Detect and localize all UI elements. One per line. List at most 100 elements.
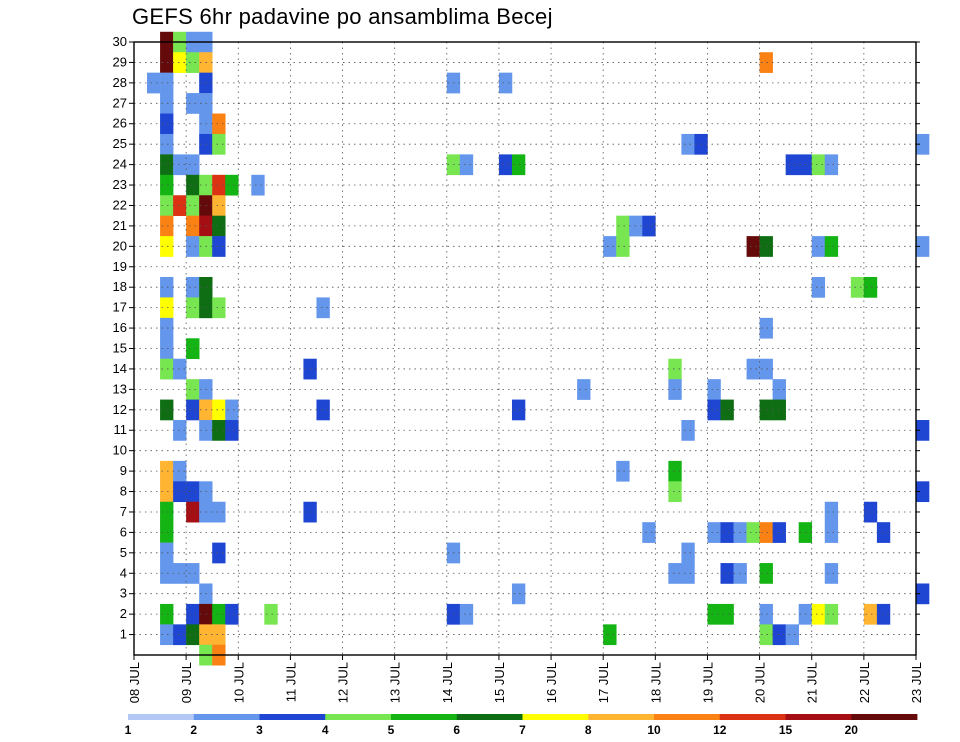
- heatmap-cell: [173, 460, 187, 482]
- colorbar-label: 3: [256, 723, 263, 737]
- heatmap-cell: [498, 72, 513, 94]
- y-tick-label: 2: [120, 606, 127, 621]
- y-tick-label: 18: [113, 279, 127, 294]
- x-tick-label: 19 JUL: [700, 662, 715, 703]
- heatmap-cell: [759, 563, 773, 584]
- heatmap-cell: [212, 542, 226, 564]
- heatmap-cell: [186, 195, 200, 216]
- heatmap-cell: [160, 195, 174, 216]
- heatmap-cell: [759, 399, 773, 421]
- heatmap-cell: [160, 522, 174, 543]
- heatmap-cell: [212, 297, 226, 319]
- colorbar-segment: [193, 714, 260, 720]
- x-tick-label: 09 JUL: [179, 662, 194, 703]
- y-tick-label: 7: [120, 504, 127, 519]
- heatmap-cell: [186, 215, 200, 237]
- heatmap-cell: [316, 297, 330, 319]
- colorbar-segment: [128, 714, 195, 720]
- x-tick-label: 23 JUL: [909, 662, 924, 703]
- y-tick-label: 24: [113, 157, 127, 172]
- heatmap-cell: [160, 563, 174, 584]
- heatmap-cell: [186, 174, 200, 196]
- heatmap-cell: [186, 399, 200, 421]
- heatmap-cell: [824, 563, 839, 584]
- heatmap-cell: [642, 215, 656, 237]
- heatmap-cell: [160, 501, 174, 523]
- chart-title: GEFS 6hr padavine po ansamblima Becej: [132, 4, 553, 29]
- heatmap-cell: [160, 52, 174, 73]
- heatmap-cell: [186, 276, 200, 298]
- heatmap-cell: [212, 174, 226, 196]
- heatmap-cell: [811, 603, 826, 625]
- heatmap-cell: [746, 358, 760, 380]
- heatmap-cell: [160, 542, 174, 564]
- heatmap-cell: [863, 603, 878, 625]
- heatmap-cell: [160, 317, 174, 339]
- heatmap-cell: [459, 603, 474, 625]
- heatmap-cell: [681, 420, 695, 441]
- heatmap-cell: [160, 481, 174, 503]
- heatmap-cell: [160, 174, 174, 196]
- heatmap-cell: [668, 358, 682, 380]
- y-tick-label: 19: [113, 259, 127, 274]
- colorbar-label: 1: [125, 723, 132, 737]
- heatmap-cell: [916, 133, 930, 155]
- y-tick-label: 6: [120, 524, 127, 539]
- heatmap-cell: [863, 501, 878, 523]
- y-tick-label: 20: [113, 238, 127, 253]
- x-tick-label: 18 JUL: [648, 662, 663, 703]
- y-tick-label: 4: [120, 565, 127, 580]
- heatmap-cell: [603, 236, 617, 257]
- heatmap-cell: [186, 297, 200, 319]
- y-tick-label: 9: [120, 463, 127, 478]
- heatmap-cell: [160, 603, 174, 625]
- heatmap-cell: [173, 154, 187, 176]
- x-tick-label: 20 JUL: [753, 662, 768, 703]
- heatmap-cell: [746, 522, 760, 543]
- y-tick-label: 21: [113, 218, 127, 233]
- heatmap-cell: [160, 133, 174, 155]
- y-tick-label: 29: [113, 54, 127, 69]
- heatmap-cell: [720, 603, 734, 625]
- heatmap-cell: [173, 420, 187, 441]
- y-tick-label: 28: [113, 75, 127, 90]
- heatmap-cell: [212, 420, 226, 441]
- y-tick-label: 26: [113, 116, 127, 131]
- heatmap-cell: [759, 236, 773, 257]
- heatmap-cell: [824, 603, 839, 625]
- heatmap-cell: [186, 154, 200, 176]
- heatmap-cell: [759, 624, 773, 646]
- x-tick-label: 17 JUL: [596, 662, 611, 703]
- colorbar-segment: [522, 714, 589, 720]
- heatmap-cell: [916, 420, 930, 441]
- colorbar-layer: 1 2 3 4 5 6 7 8 10 12 15 20: [125, 714, 918, 737]
- heatmap-cell: [316, 399, 330, 421]
- heatmap-cell: [160, 276, 174, 298]
- x-tick-label: 22 JUL: [857, 662, 872, 703]
- x-tick-label: 11 JUL: [283, 662, 298, 702]
- heatmap-cell: [212, 113, 226, 135]
- heatmap-cell: [681, 542, 695, 564]
- heatmap-cell: [212, 133, 226, 155]
- heatmap-cell: [811, 236, 826, 257]
- colorbar-segment: [588, 714, 655, 720]
- y-tick-label: 14: [113, 361, 127, 376]
- x-tick-label: 16 JUL: [544, 662, 559, 703]
- heatmap-cell: [759, 52, 773, 73]
- heatmap-cell: [668, 481, 682, 503]
- heatmap-cell: [916, 236, 930, 257]
- heatmap-cell: [746, 236, 760, 257]
- colorbar-segment: [785, 714, 852, 720]
- y-tick-label: 17: [113, 300, 127, 315]
- y-tick-label: 13: [113, 381, 127, 396]
- colorbar-label: 4: [322, 723, 329, 737]
- heatmap-cell: [720, 563, 734, 584]
- heatmap-cell: [772, 522, 786, 543]
- heatmap-cell: [186, 603, 200, 625]
- heatmap-cell: [707, 399, 721, 421]
- heatmap-cell: [824, 522, 839, 543]
- heatmap-cell: [772, 624, 786, 646]
- x-tick-label: 13 JUL: [388, 662, 403, 703]
- heatmap-cell: [160, 236, 174, 257]
- heatmap-cell: [173, 52, 187, 73]
